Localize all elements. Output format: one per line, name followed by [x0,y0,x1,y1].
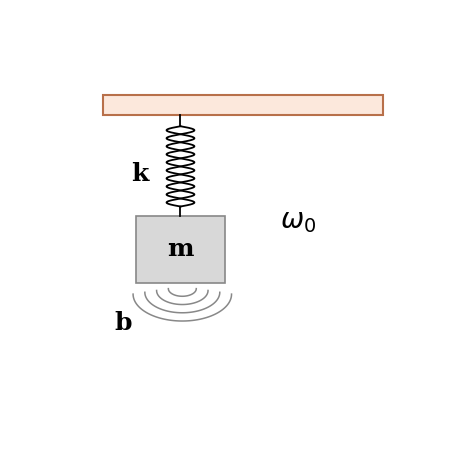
Text: b: b [115,311,132,335]
Text: $\omega_0$: $\omega_0$ [280,207,316,235]
Bar [103,95,383,115]
Text: m: m [167,237,194,261]
Bar [137,216,225,283]
Text: k: k [131,162,149,186]
